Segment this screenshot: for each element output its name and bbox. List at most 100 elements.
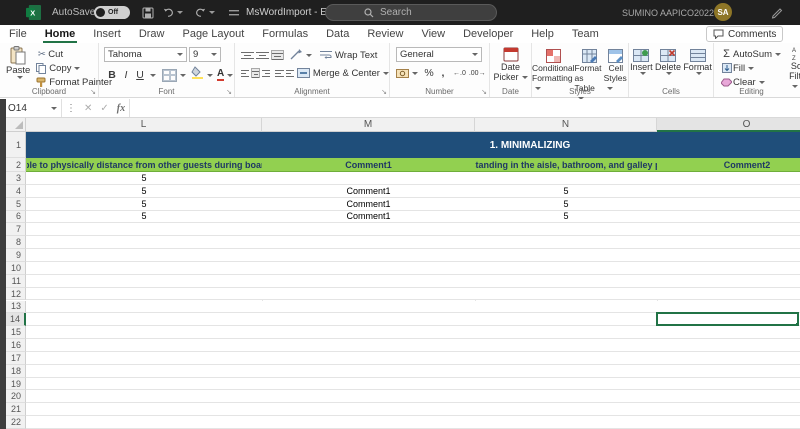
cell-O2[interactable]: Comment2 [723,159,771,170]
increase-decimal-icon[interactable]: ←.0 [453,69,466,77]
row-header-19[interactable]: 19 [6,377,26,391]
sheet-row-10[interactable] [26,261,800,275]
name-box-divider[interactable]: ⋮ [66,102,76,114]
underline-dropdown-icon[interactable] [150,73,156,77]
format-painter-button[interactable]: Format Painter [35,75,112,89]
align-left-icon[interactable] [241,68,250,78]
sheet-row-11[interactable] [26,274,800,288]
column-header-M[interactable]: M [262,118,475,132]
insert-cells-button[interactable]: Insert [630,46,653,75]
column-header-N[interactable]: N [475,118,657,132]
sheet-row-21[interactable] [26,403,800,417]
align-right-icon[interactable] [262,68,271,78]
sheet-row-6[interactable]: 5 Comment1 5 [26,210,800,224]
cell-M4[interactable]: Comment1 [346,185,391,196]
row-header-6[interactable]: 6 [6,210,26,224]
worksheet-grid[interactable]: L M N O 1 2 3 4 5 6 7 8 9 10 11 12 13 14 15 16 17 18 19 20 21 22 1… [0,118,800,429]
row-header-21[interactable]: 21 [6,403,26,417]
font-color-button[interactable]: A [217,68,225,82]
fill-color-button[interactable] [191,66,204,84]
row-header-11[interactable]: 11 [6,274,26,288]
sort-filter-button[interactable]: A Z Sort Filter [789,43,800,91]
cell-N4[interactable]: 5 [563,185,569,196]
tab-help[interactable]: Help [531,28,554,40]
enter-icon[interactable]: ✓ [100,102,109,114]
cell-L3[interactable]: 5 [141,172,147,183]
borders-dropdown-icon[interactable] [180,73,186,77]
number-dialog-launcher[interactable]: ↘ [481,89,487,96]
underline-button[interactable]: U [136,69,144,81]
sheet-row-18[interactable] [26,364,800,378]
tab-insert[interactable]: Insert [93,28,121,40]
alignment-dialog-launcher[interactable]: ↘ [381,89,387,96]
cell-styles-button[interactable]: Cell Styles [604,46,628,103]
sheet-row-2[interactable]: ble to physically distance from other gu… [26,158,800,172]
row-header-16[interactable]: 16 [6,339,26,352]
row-header-8[interactable]: 8 [6,236,26,250]
clipboard-dialog-launcher[interactable]: ↘ [90,89,96,96]
cell-L4[interactable]: 5 [141,185,147,196]
font-name-combo[interactable]: Tahoma [104,47,187,62]
sheet-row-3[interactable]: 5 [26,172,800,185]
accounting-format-icon[interactable] [396,68,409,79]
tab-page-layout[interactable]: Page Layout [182,28,245,40]
italic-button[interactable]: I [124,69,128,81]
row-header-9[interactable]: 9 [6,249,26,262]
copy-button[interactable]: Copy [35,61,112,75]
conditional-formatting-button[interactable]: Conditional Formatting [532,46,575,103]
clear-button[interactable]: Clear [720,75,781,89]
row-header-1[interactable]: 1 [6,132,26,158]
row-header-4[interactable]: 4 [6,184,26,198]
row-header-3[interactable]: 3 [6,172,26,185]
cell-L5[interactable]: 5 [141,198,147,209]
tab-file[interactable]: File [9,28,27,40]
sheet-row-7[interactable] [26,223,800,237]
row-header-12[interactable]: 12 [6,287,26,301]
row-header-10[interactable]: 10 [6,261,26,275]
cell-L6[interactable]: 5 [141,211,147,222]
tab-data[interactable]: Data [326,28,350,40]
column-header-L[interactable]: L [26,118,262,132]
redo-button[interactable] [195,4,215,21]
paste-button[interactable]: Paste [6,43,30,89]
row-header-5[interactable]: 5 [6,197,26,211]
avatar[interactable]: SA [714,3,732,21]
align-top-icon[interactable] [241,50,254,60]
decrease-indent-icon[interactable] [275,68,284,78]
borders-button[interactable] [162,68,177,82]
select-all-corner[interactable] [6,118,26,132]
align-center-icon[interactable] [251,68,261,78]
row-header-18[interactable]: 18 [6,364,26,378]
cell-N6[interactable]: 5 [563,211,569,222]
sheet-row-13[interactable] [26,300,800,314]
bold-button[interactable]: B [108,69,116,81]
comma-style-icon[interactable]: , [441,67,445,79]
align-bottom-icon[interactable] [271,50,284,60]
cut-button[interactable]: ✂ Cut [35,47,112,61]
row-header-20[interactable]: 20 [6,390,26,404]
pen-icon[interactable] [770,5,784,19]
title-row[interactable]: 1. MINIMALIZING [26,132,800,158]
sheet-row-15[interactable] [26,326,800,340]
row-header-7[interactable]: 7 [6,223,26,237]
insert-function-icon[interactable]: fx [116,102,126,114]
number-format-combo[interactable]: General [396,47,482,62]
wrap-text-button[interactable]: Wrap Text [320,48,377,62]
row-header-2[interactable]: 2 [6,158,26,172]
sheet-row-17[interactable] [26,351,800,365]
orientation-icon[interactable] [289,49,303,61]
format-as-table-button[interactable]: Format as Table [575,46,604,103]
merge-center-button[interactable]: Merge & Center [296,66,389,80]
tab-formulas[interactable]: Formulas [262,28,309,40]
formula-input[interactable] [129,99,800,117]
sheet-row-20[interactable] [26,390,800,404]
sheet-row-8[interactable] [26,236,800,250]
delete-cells-button[interactable]: Delete [655,46,681,75]
font-dialog-launcher[interactable]: ↘ [226,89,232,96]
cell-M2[interactable]: Comment1 [345,159,392,170]
comments-button[interactable]: Comments [706,26,784,42]
tab-draw[interactable]: Draw [138,28,165,40]
decrease-decimal-icon[interactable]: .00→ [468,69,486,77]
customize-qat-button[interactable] [224,4,244,21]
cell-M6[interactable]: Comment1 [346,211,391,222]
